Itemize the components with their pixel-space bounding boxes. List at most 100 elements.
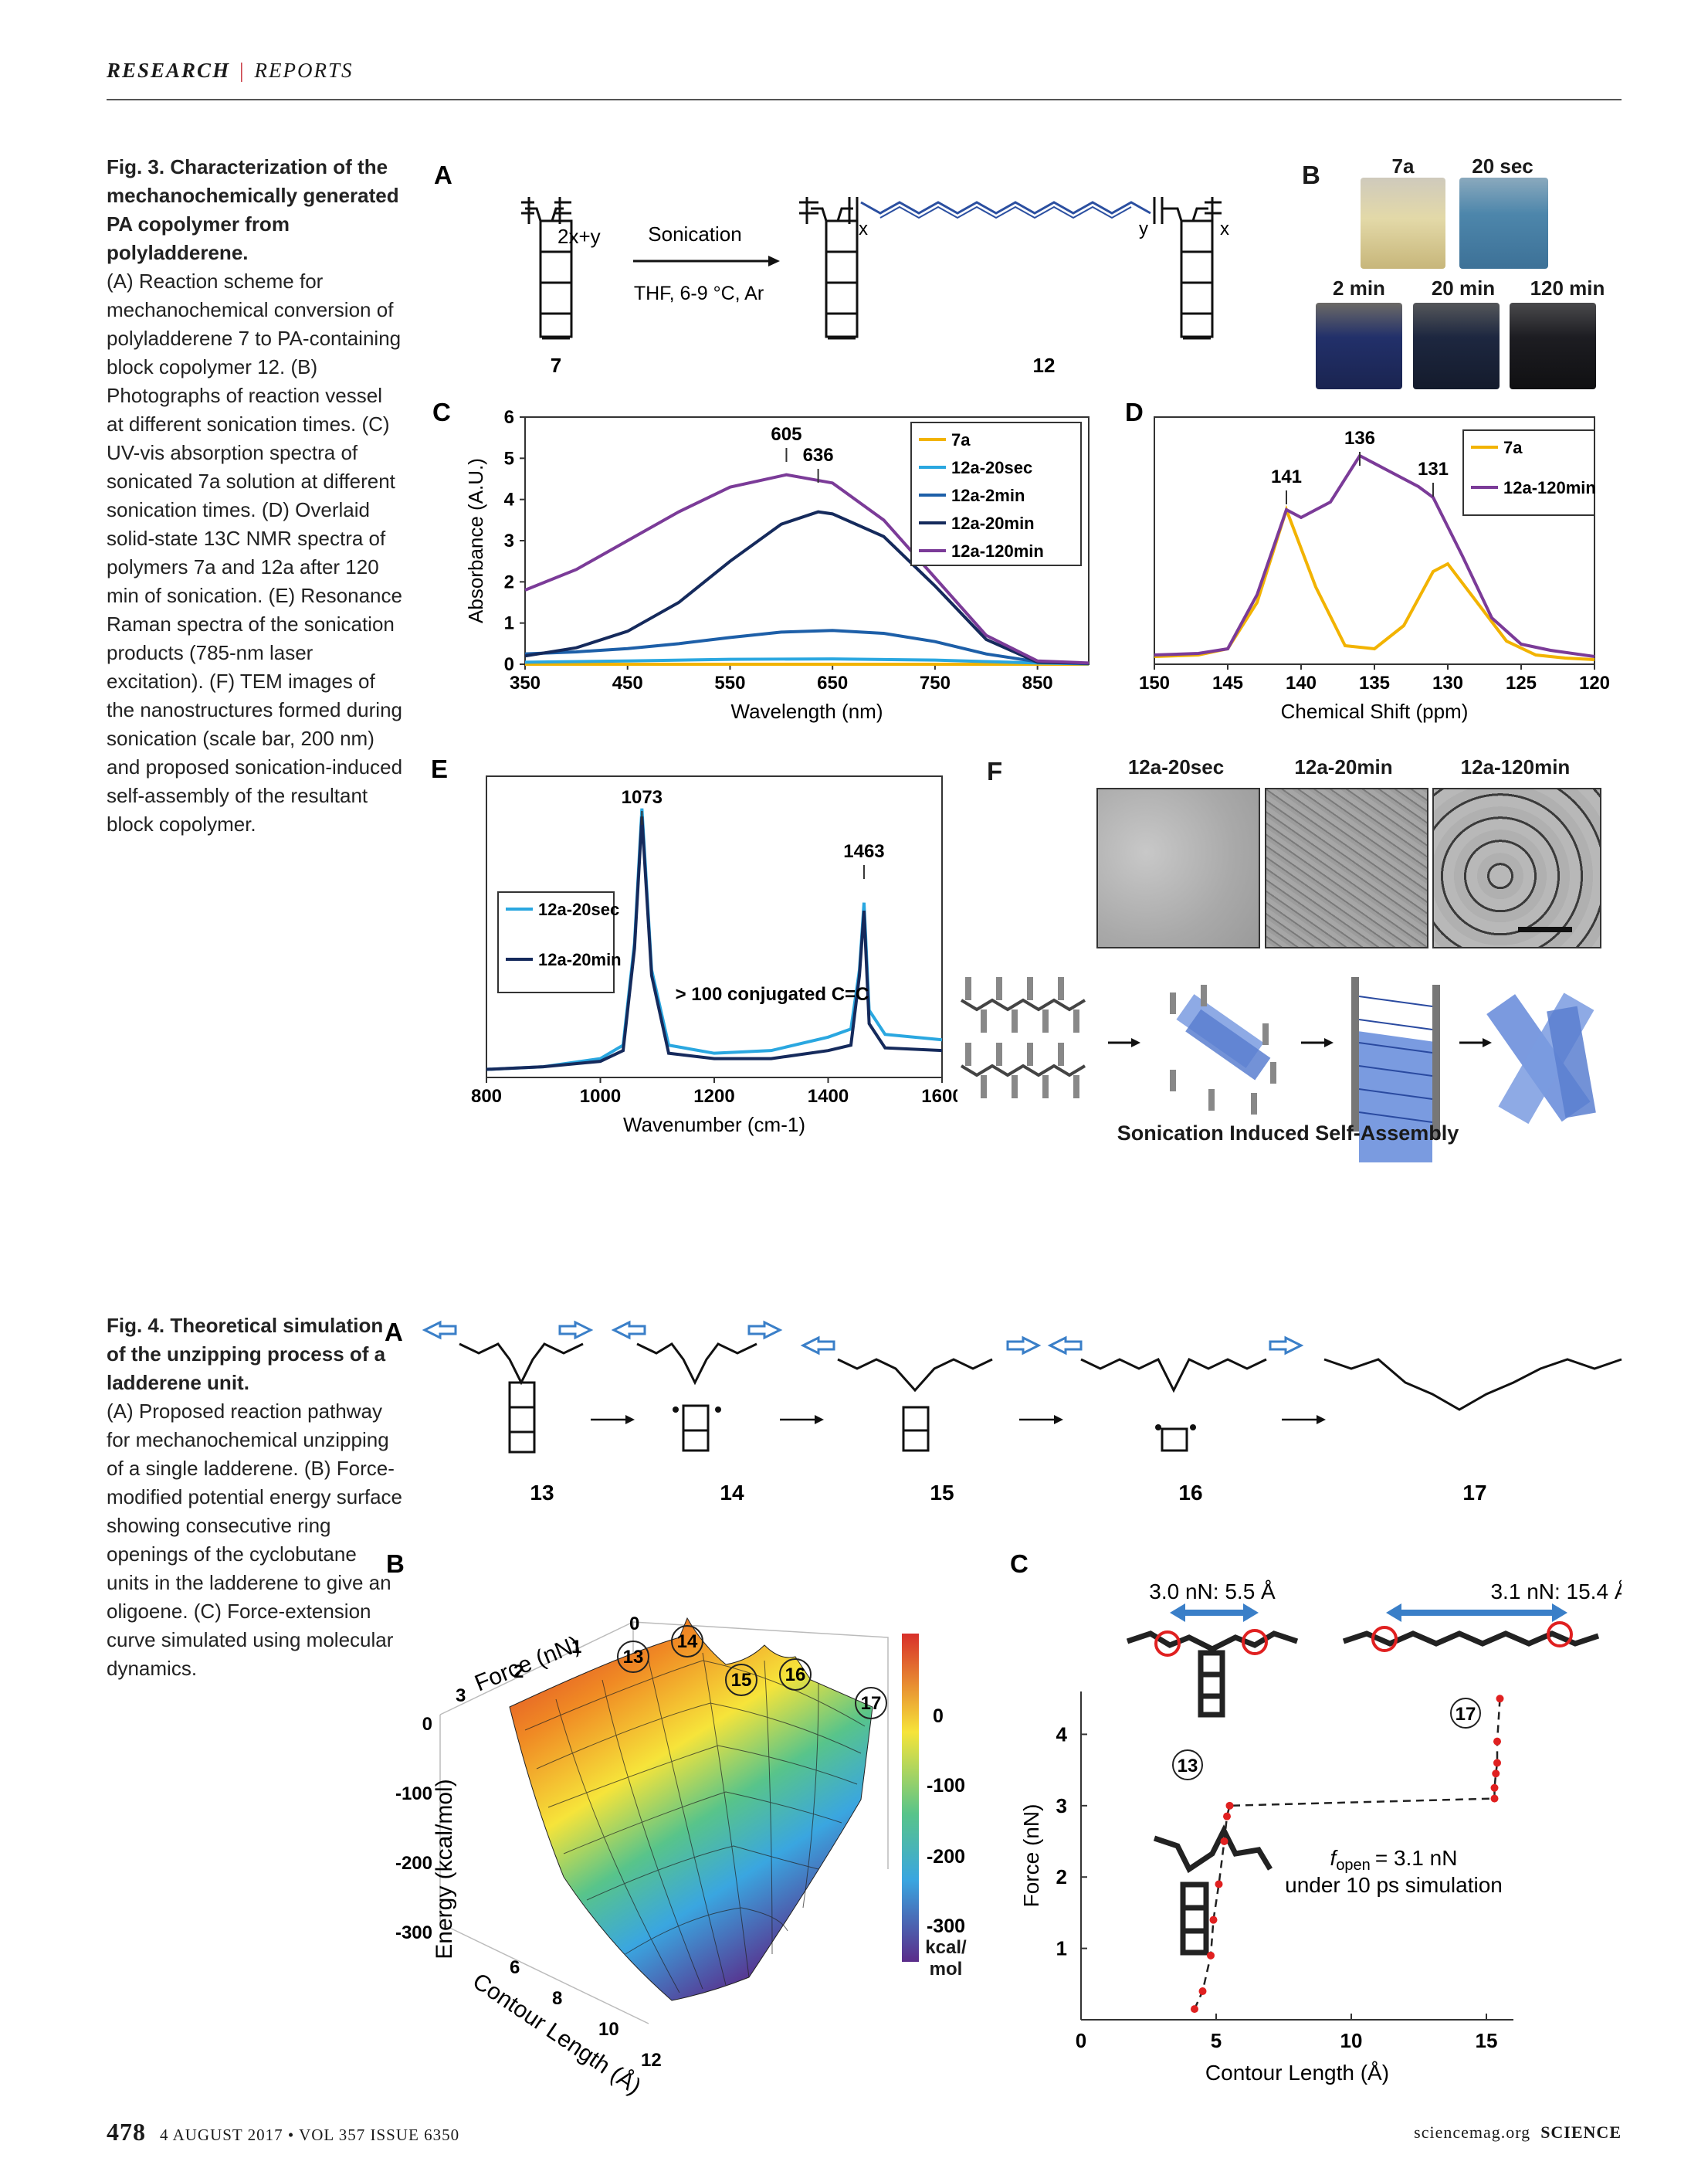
fig3-panel-d: D 150 145 140 135 130 125 120 Chemical Shift (p… xyxy=(1125,398,1610,723)
fig4-panel-a: A 13 14 15 16 17 xyxy=(385,1318,1622,1505)
panel-4b-label: B xyxy=(386,1549,405,1578)
annotation-3-1-nn: 3.1 nN: 15.4 Å xyxy=(1490,1580,1622,1603)
compound-15-label: 15 xyxy=(930,1481,954,1505)
annotation-label: 605 xyxy=(771,424,801,445)
x-tick-label: 5 xyxy=(1211,2029,1222,2052)
x-tick: 8 xyxy=(552,1988,562,2009)
y-tick-label: 3 xyxy=(1056,1794,1067,1817)
legend-entry: 12a-20sec xyxy=(538,900,619,919)
data-point xyxy=(1198,1987,1207,1996)
data-point xyxy=(1493,1759,1501,1767)
x-tick-label: 145 xyxy=(1212,673,1243,694)
x-tick-label: 650 xyxy=(817,673,848,694)
subsection-name: REPORTS xyxy=(254,59,354,82)
section-name: RESEARCH xyxy=(107,59,231,82)
legend-entry: 12a-20min xyxy=(951,514,1035,533)
colorbar xyxy=(902,1634,919,1962)
legend-entry: 12a-20min xyxy=(538,950,622,969)
fig3-caption: Fig. 3. Characterization of the mechanoc… xyxy=(107,153,404,839)
f-open-value: = 3.1 nN xyxy=(1375,1846,1458,1870)
page-number: 478 xyxy=(107,2118,146,2146)
annotation-3-0-nn: 3.0 nN: 5.5 Å xyxy=(1149,1580,1276,1603)
surface-markers xyxy=(617,1625,887,1719)
sub-x-left: x xyxy=(859,219,868,239)
marker-17-text: 17 xyxy=(1456,1704,1476,1725)
y-axis-label: Force (nN) xyxy=(1019,1804,1043,1908)
section-header: RESEARCH | REPORTS xyxy=(107,59,353,83)
photo-label-7a: 7a xyxy=(1391,154,1415,178)
blue-arrows xyxy=(422,1320,1304,1356)
f-open-subscript: open xyxy=(1336,1857,1371,1874)
ladderene-blocks-icon xyxy=(965,977,1079,1098)
copolymer-chains-icon xyxy=(960,998,1086,1077)
sub-y: y xyxy=(1139,219,1148,239)
marker-14: 14 xyxy=(677,1631,698,1652)
raman-chart: 800 1000 1200 1400 1600 Wavenumber (cm-1) 1073… xyxy=(471,775,957,1136)
tem-scale-bar xyxy=(1518,927,1572,932)
footer-left: 478 4 AUGUST 2017 • VOL 357 ISSUE 6350 xyxy=(107,2118,459,2146)
reaction-arrowhead xyxy=(768,256,780,266)
data-point xyxy=(1223,1812,1231,1820)
y-tick-label: 1 xyxy=(1056,1937,1067,1960)
x-tick-label: 0 xyxy=(1076,2029,1086,2052)
legend-entry: 12a-2min xyxy=(951,486,1025,505)
cbar-tick: -100 xyxy=(927,1775,965,1797)
y-tick: 1 xyxy=(571,1637,581,1658)
x-tick-label: 130 xyxy=(1432,673,1463,694)
panel-c-label: C xyxy=(432,398,451,426)
compound-17-label: 17 xyxy=(1462,1481,1486,1505)
legend-entry: 12a-120min xyxy=(1503,478,1596,497)
z-axis-label: Energy (kcal/mol) xyxy=(432,1779,457,1959)
compound-16-label: 16 xyxy=(1178,1481,1202,1505)
compound-labels: 13 14 15 16 17 xyxy=(530,1481,1486,1505)
data-point xyxy=(1225,1801,1234,1810)
x-axis-label: Contour Length (Å) xyxy=(1205,2061,1389,2085)
data-point xyxy=(1493,1737,1501,1746)
data-point xyxy=(1496,1695,1504,1703)
x-tick-label: 140 xyxy=(1286,673,1317,694)
photo-120min xyxy=(1510,303,1596,389)
x-tick-label: 1000 xyxy=(580,1086,621,1107)
x-tick-label: 850 xyxy=(1022,673,1053,694)
data-point xyxy=(1191,2005,1198,2014)
micelle-icon xyxy=(1170,985,1276,1115)
tem-image-20min xyxy=(1265,788,1428,948)
tem-label-20min: 12a-20min xyxy=(1294,755,1393,779)
issue-info: 4 AUGUST 2017 • VOL 357 ISSUE 6350 xyxy=(160,2126,460,2144)
panel-b-label: B xyxy=(1302,161,1320,189)
photo-label-120min: 120 min xyxy=(1530,277,1605,300)
photo-label-20sec: 20 sec xyxy=(1472,154,1533,178)
fig3-panel-c: C 350 450 550 650 750 850 0 1 2 3 4 5 6 Wavelength (n… xyxy=(432,398,1090,723)
radical-dots xyxy=(673,1406,1196,1430)
tem-label-120min: 12a-120min xyxy=(1460,755,1571,779)
marker-16: 16 xyxy=(785,1664,806,1685)
photo-label-20min: 20 min xyxy=(1431,277,1496,300)
site-link[interactable]: sciencemag.org xyxy=(1414,2122,1531,2142)
series-line-7a xyxy=(1154,504,1595,661)
fig3-panel-a: A 2x+y 7 Sonication THF, 6-9 °C, Ar x y … xyxy=(434,161,1229,377)
f-open-annotation: fopen = 3.1 nN xyxy=(1330,1846,1458,1874)
y-tick-label: 3 xyxy=(504,531,514,551)
series-line-12a-120min xyxy=(1154,453,1595,658)
panel-a-label: A xyxy=(434,161,452,189)
stacked-sheet-icon xyxy=(1351,977,1440,1162)
compound-14-label: 14 xyxy=(720,1481,744,1505)
legend-entry: 12a-20sec xyxy=(951,458,1032,477)
z-tick: -200 xyxy=(395,1853,432,1874)
fiber-network-icon xyxy=(1486,992,1596,1125)
data-point xyxy=(1207,1951,1215,1960)
x-axis-label: Chemical Shift (ppm) xyxy=(1281,700,1469,723)
compound-13-label: 13 xyxy=(530,1481,554,1505)
f-open-note: under 10 ps simulation xyxy=(1285,1873,1503,1897)
footer-right: sciencemag.org SCIENCE xyxy=(1414,2122,1622,2143)
cbar-tick: 0 xyxy=(933,1705,944,1727)
x-tick-label: 1400 xyxy=(808,1086,849,1107)
raman-annotation: > 100 conjugated C=C xyxy=(676,984,869,1005)
panel-4c-label: C xyxy=(1010,1549,1029,1578)
data-point xyxy=(1220,1837,1228,1846)
x-tick: 10 xyxy=(598,2019,619,2040)
x-tick-label: 120 xyxy=(1579,673,1610,694)
bond-markers xyxy=(1154,1621,1573,1657)
series-line-12a-2min xyxy=(524,629,1090,665)
marker-15: 15 xyxy=(731,1670,752,1691)
